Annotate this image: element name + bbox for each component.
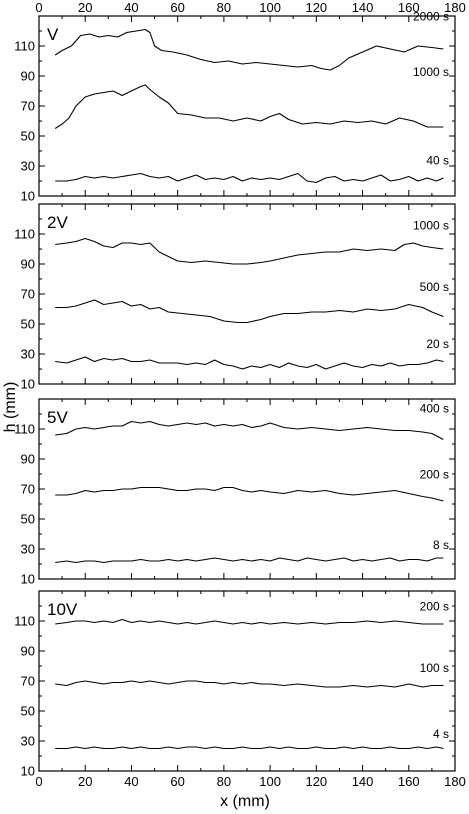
x-tick-label: 180 <box>444 774 466 789</box>
x-tick-label: 100 <box>259 774 281 789</box>
y-tick-label: 90 <box>21 452 35 467</box>
y-tick-label: 90 <box>21 257 35 272</box>
series-line-100s <box>55 680 444 688</box>
panel-2V: 10 30 50 70 90 110 2V 1000 s 500 s 20 s <box>14 203 456 392</box>
x-tick-label: 120 <box>305 0 327 15</box>
series-line-1000s <box>54 84 444 129</box>
series-label: 200 s <box>420 600 449 614</box>
series-label: 500 s <box>420 280 449 294</box>
series-line-2000s <box>54 28 444 71</box>
y-tick-label: 30 <box>21 542 35 557</box>
x-tick-label: 140 <box>352 774 374 789</box>
series-line-200s <box>55 486 444 502</box>
y-tick-label: 10 <box>21 189 35 204</box>
x-axis-label: x (mm) <box>220 793 270 810</box>
panel-label: 10V <box>47 600 78 619</box>
y-tick-label: 90 <box>21 69 35 84</box>
series-label: 200 s <box>420 468 449 482</box>
y-tick-label: 30 <box>21 347 35 362</box>
x-tick-label: 140 <box>352 0 374 15</box>
series-label: 20 s <box>426 337 449 351</box>
x-tick-label: 40 <box>124 774 138 789</box>
y-tick-label: 50 <box>21 512 35 527</box>
x-tick-label: 60 <box>170 0 184 15</box>
series-line-1000s <box>55 237 444 265</box>
y-tick-label: 110 <box>14 227 35 242</box>
bottom-x-tick-labels: 0 20 40 60 80 100 120 140 160 180 <box>35 774 465 789</box>
x-tick-label: 0 <box>35 0 42 15</box>
y-tick-label: 70 <box>21 287 35 302</box>
y-tick-label: 30 <box>21 734 35 749</box>
series-label: 1000 s <box>413 219 449 233</box>
x-tick-label: 160 <box>398 0 420 15</box>
x-tick-label: 80 <box>217 774 231 789</box>
panel-5V: 10 30 50 70 90 110 5V 400 s 200 s 8 s <box>14 398 456 587</box>
series-line-8s <box>55 557 444 564</box>
x-tick-label: 20 <box>78 0 92 15</box>
y-tick-label: 50 <box>21 317 35 332</box>
x-tick-label: 100 <box>259 0 281 15</box>
series-label: 40 s <box>426 154 449 168</box>
series-label: 400 s <box>420 402 449 416</box>
y-tick-label: 10 <box>21 377 35 392</box>
series-line-20s <box>55 356 444 370</box>
y-tick-label: 10 <box>21 764 35 779</box>
y-tick-label: 70 <box>21 99 35 114</box>
top-x-tick-labels: 0 20 40 60 80 100 120 140 160 180 <box>35 0 465 15</box>
x-tick-label: 180 <box>444 0 466 15</box>
y-tick-label: 10 <box>21 572 35 587</box>
series-line-500s <box>55 299 444 324</box>
y-tick-label: 50 <box>21 704 35 719</box>
x-tick-label: 40 <box>124 0 138 15</box>
series-label: 4 s <box>433 727 449 741</box>
x-tick-label: 60 <box>170 774 184 789</box>
x-tick-label: 80 <box>217 0 231 15</box>
series-line-4s <box>55 746 444 750</box>
panel-frame <box>38 203 456 385</box>
y-tick-label: 30 <box>21 159 35 174</box>
series-label: 8 s <box>433 538 449 552</box>
series-label: 100 s <box>420 661 449 675</box>
x-tick-label: 120 <box>305 774 327 789</box>
y-tick-label: 70 <box>21 482 35 497</box>
y-tick-label: 90 <box>21 644 35 659</box>
panel-10V: 10 30 50 70 90 110 10V 200 s 100 s 4 s <box>14 590 456 779</box>
x-tick-label: 0 <box>35 774 42 789</box>
series-label: 1000 s <box>413 65 449 79</box>
panel-label: 2V <box>47 213 68 232</box>
y-axis-label: h (mm) <box>2 382 19 433</box>
y-tick-label: 110 <box>14 39 35 54</box>
y-tick-label: 110 <box>14 614 35 629</box>
y-tick-label: 110 <box>14 422 35 437</box>
panel-label: V <box>47 25 59 44</box>
panel-label: 5V <box>47 408 68 427</box>
series-label: 2000 s <box>413 10 449 24</box>
panels: 10 30 50 70 90 110 V 2000 s 1000 s 40 s 10 30 50 70 90… <box>14 10 456 779</box>
series-line-400s <box>55 420 444 440</box>
y-tick-label: 50 <box>21 129 35 144</box>
panel-V: 10 30 50 70 90 110 V 2000 s 1000 s 40 s <box>14 10 456 204</box>
y-tick-label: 70 <box>21 674 35 689</box>
panel-frame <box>38 15 456 197</box>
x-tick-label: 20 <box>78 774 92 789</box>
series-line-200s <box>55 618 444 625</box>
series-line-40s <box>55 172 444 184</box>
x-tick-label: 160 <box>398 774 420 789</box>
panel-frame <box>38 590 456 772</box>
